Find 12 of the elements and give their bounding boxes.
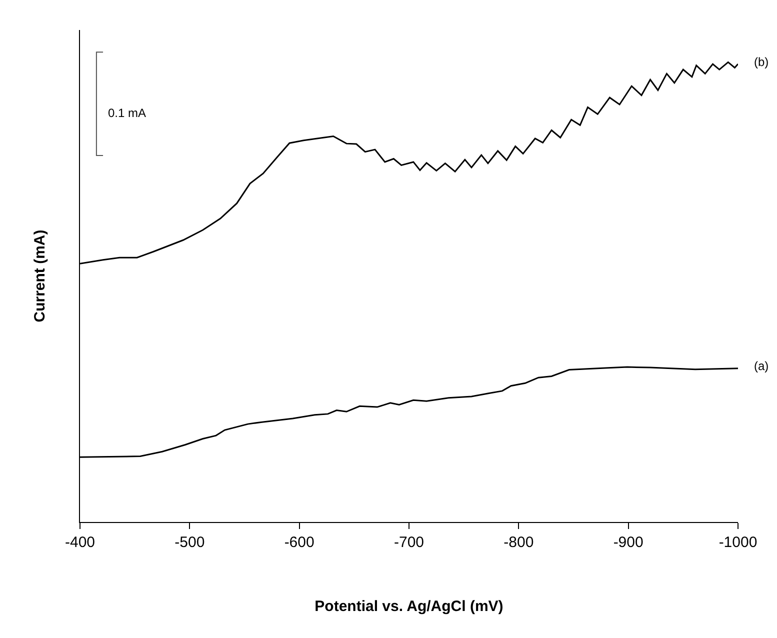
y-axis-title: Current (mA) xyxy=(31,230,48,322)
x-tick-label: -400 xyxy=(64,534,96,551)
series-label: (a) xyxy=(754,359,769,373)
x-tick-label: -1000 xyxy=(718,534,758,551)
series-label: (b) xyxy=(754,55,769,69)
x-axis-title: Potential vs. Ag/AgCl (mV) xyxy=(314,598,504,615)
x-tick-label: -600 xyxy=(284,534,314,551)
x-tick-label: -800 xyxy=(504,534,534,551)
x-tick-label: -900 xyxy=(613,534,644,551)
annotation: 0.1 mA xyxy=(108,106,146,120)
x-tick-label: -500 xyxy=(174,534,205,551)
x-tick-label: -700 xyxy=(394,534,424,551)
